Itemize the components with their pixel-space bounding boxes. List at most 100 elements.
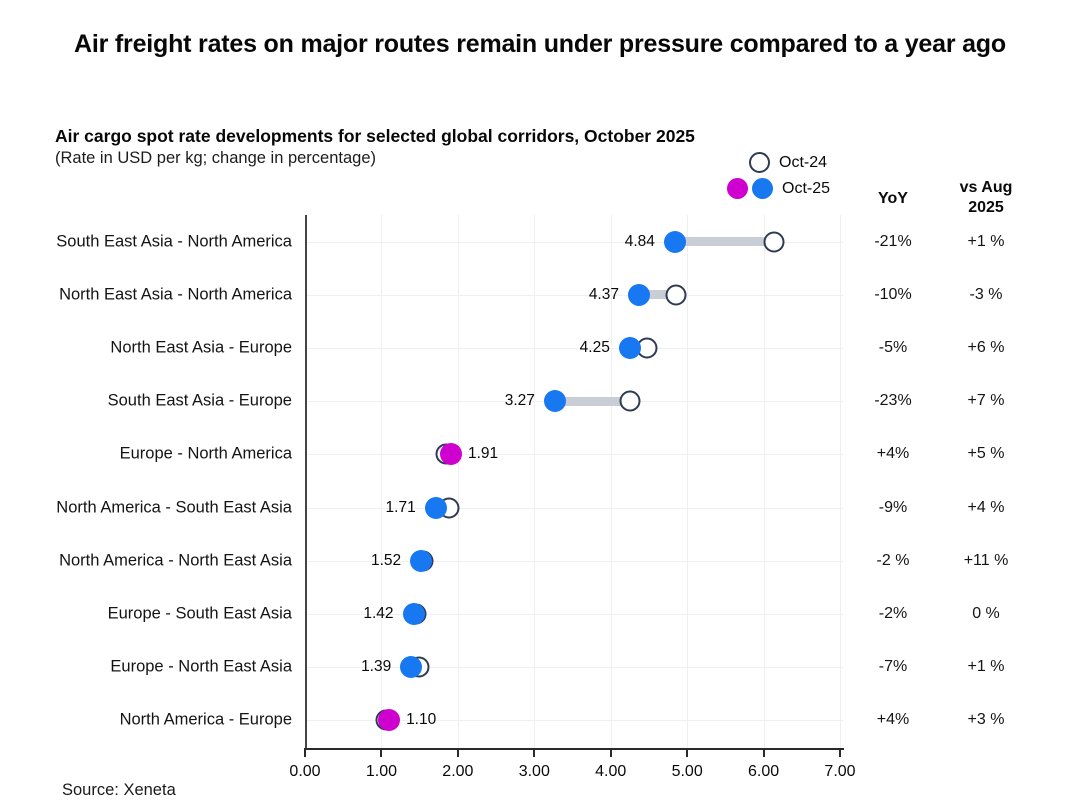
oct25-marker (410, 549, 433, 572)
vertical-gridline (381, 215, 383, 748)
value-label: 1.10 (406, 711, 437, 729)
vs-aug-value: +6 % (967, 338, 1005, 356)
x-axis-tick (533, 748, 536, 757)
row-label: North East Asia - North America (59, 285, 292, 304)
x-tick-label: 7.00 (824, 763, 856, 780)
value-label: 1.91 (467, 445, 499, 463)
oct24-marker (619, 390, 641, 412)
oct25-marker (663, 230, 686, 253)
row-label: North America - South East Asia (56, 498, 292, 516)
row-label: North East Asia - Europe (110, 338, 292, 357)
x-tick-label: 5.00 (671, 763, 703, 780)
horizontal-gridline (305, 347, 843, 349)
vertical-gridline (457, 215, 459, 748)
row-label: Europe - North East Asia (110, 657, 292, 676)
column-header-vs-aug-line2: 2025 (968, 199, 1004, 216)
oct25-marker (543, 390, 566, 413)
horizontal-gridline (305, 613, 843, 615)
yoy-value: -23% (874, 392, 912, 410)
horizontal-gridline (305, 507, 843, 509)
horizontal-gridline (305, 560, 843, 562)
dumbbell-connector (674, 237, 774, 246)
horizontal-gridline (305, 720, 843, 722)
yoy-value: -21% (874, 232, 912, 250)
horizontal-gridline (305, 454, 843, 456)
open-circle-icon (749, 152, 770, 173)
x-axis-tick (686, 748, 689, 757)
value-label: 4.37 (588, 285, 619, 303)
x-axis-tick (609, 748, 612, 757)
x-axis-tick (839, 748, 841, 757)
horizontal-gridline (305, 667, 843, 669)
oct25-marker (424, 496, 447, 519)
vs-aug-value: +11 % (963, 551, 1009, 569)
value-label: 1.52 (371, 551, 402, 569)
horizontal-gridline (305, 294, 843, 296)
dumbbell-connector (554, 396, 630, 406)
vs-aug-value: 0 % (972, 604, 1000, 622)
x-axis-tick (762, 748, 765, 757)
yoy-value: +4% (876, 711, 910, 729)
value-label: 1.71 (385, 498, 416, 516)
source-note: Source: Xeneta (62, 781, 176, 799)
row-label: North America - Europe (119, 710, 292, 729)
vs-aug-value: -3 % (969, 285, 1003, 303)
value-label: 1.42 (363, 604, 394, 622)
dumbbell-connector (638, 290, 677, 300)
oct25-marker (400, 656, 423, 679)
horizontal-gridline (305, 241, 843, 243)
x-axis-tick (304, 748, 306, 757)
row-label: South East Asia - North America (56, 232, 292, 250)
page-title: Air freight rates on major routes remain… (74, 30, 1006, 58)
column-header-vs-aug: vs Aug 2025 (960, 178, 1013, 218)
legend-oct24: Oct-24 (749, 152, 827, 173)
value-label: 4.25 (579, 338, 610, 356)
yoy-value: -5% (878, 338, 908, 356)
vertical-gridline (610, 215, 612, 748)
vs-aug-value: +7 % (967, 392, 1005, 410)
legend-oct25-label: Oct-25 (782, 179, 831, 197)
oct24-marker (763, 231, 785, 252)
yoy-value: -9% (878, 498, 908, 516)
x-tick-label: 3.00 (518, 763, 550, 780)
y-axis-line (305, 215, 307, 748)
x-tick-label: 2.00 (442, 763, 474, 780)
x-axis-tick (456, 748, 459, 757)
oct25-marker (378, 709, 401, 732)
value-label: 4.84 (624, 232, 655, 250)
row-label: Europe - South East Asia (107, 604, 292, 623)
yoy-value: -2% (878, 604, 908, 622)
oct25-marker (439, 443, 462, 466)
vs-aug-value: +1 % (967, 232, 1005, 250)
vs-aug-value: +5 % (967, 445, 1005, 463)
blue-dot-icon (752, 178, 773, 199)
yoy-value: -2 % (876, 551, 910, 569)
column-header-vs-aug-line1: vs Aug (959, 179, 1013, 196)
row-label: North America - North East Asia (59, 551, 292, 570)
vertical-gridline (840, 215, 841, 748)
row-label: Europe - North America (119, 444, 292, 463)
vs-aug-value: +1 % (967, 658, 1005, 676)
yoy-value: +4% (876, 445, 910, 463)
x-tick-label: 6.00 (748, 763, 780, 780)
x-tick-label: 4.00 (595, 763, 627, 780)
yoy-value: -7% (878, 658, 908, 676)
x-tick-label: 1.00 (365, 763, 397, 780)
vertical-gridline (763, 215, 765, 748)
value-label: 1.39 (361, 658, 392, 676)
legend-oct24-label: Oct-24 (779, 153, 828, 171)
oct25-marker (402, 602, 425, 625)
chart-title: Air cargo spot rate developments for sel… (55, 126, 695, 146)
magenta-dot-icon (727, 178, 748, 199)
oct24-marker (665, 284, 687, 306)
x-axis-tick (380, 748, 383, 757)
yoy-value: -10% (874, 285, 912, 303)
x-axis-line (305, 748, 844, 750)
vs-aug-value: +4 % (967, 498, 1005, 516)
vertical-gridline (687, 215, 689, 748)
vs-aug-value: +3 % (967, 711, 1005, 729)
legend-oct25: Oct-25 (727, 178, 830, 199)
chart-subtitle: (Rate in USD per kg; change in percentag… (55, 149, 377, 167)
